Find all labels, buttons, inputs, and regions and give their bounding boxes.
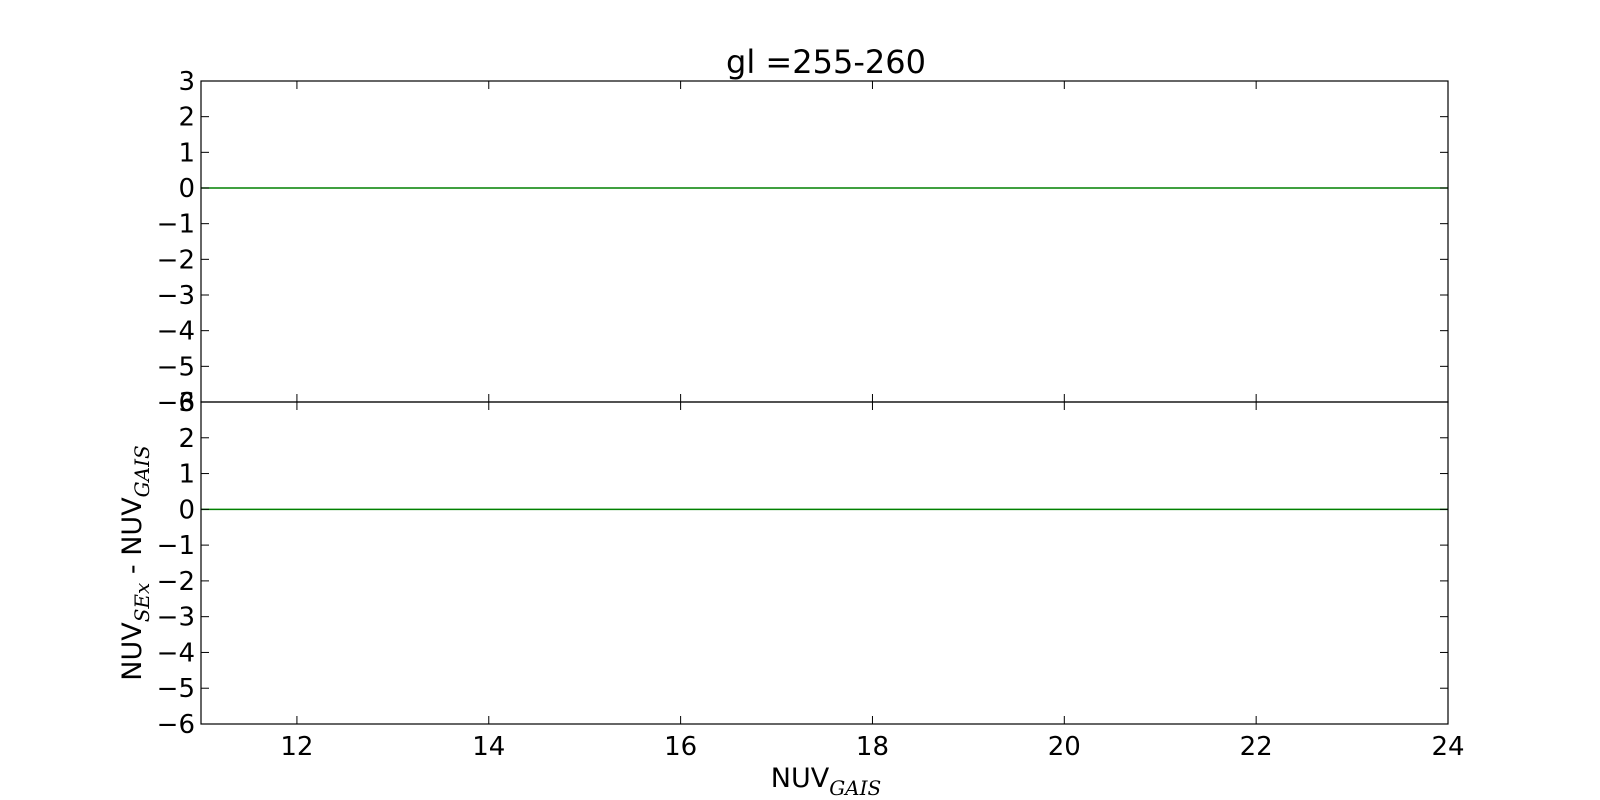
top-ytick-label-8: −5 (157, 352, 195, 382)
x-axis-label: NUVGAIS (771, 763, 881, 800)
bottom-panel: 3 2 1 0 −1 −2 −3 −4 −5 −6 (157, 388, 1449, 740)
bottom-ytick-label-0: 3 (178, 388, 195, 418)
y-axis-label-sub1: SEx (130, 583, 154, 623)
bottom-ytick-label-6: −3 (157, 603, 195, 633)
top-ytick-label-7: −4 (157, 317, 195, 347)
y-axis-label-main2: NUV (117, 497, 148, 556)
xtick-label-2: 16 (664, 732, 697, 762)
top-ytick-label-0: 3 (178, 67, 195, 97)
x-axis-label-sub: GAIS (829, 776, 881, 800)
top-ytick-label-4: −1 (157, 210, 195, 240)
xtick-label-5: 22 (1240, 732, 1273, 762)
y-axis-label: NUVSEx - NUVGAIS (117, 445, 154, 680)
xtick-label-1: 14 (472, 732, 505, 762)
y-axis-label-main1: NUV (117, 622, 148, 681)
top-ytick-label-3: 0 (178, 174, 195, 204)
bottom-ytick-label-7: −4 (157, 638, 195, 668)
top-ytick-label-5: −2 (157, 245, 195, 275)
bottom-ytick-label-5: −2 (157, 567, 195, 597)
top-ytick-label-9: −6 (157, 388, 195, 418)
top-ytick-label-1: 2 (178, 103, 195, 133)
xtick-label-3: 18 (856, 732, 889, 762)
top-ytick-label-6: −3 (157, 281, 195, 311)
x-axis-label-main: NUV (771, 763, 830, 794)
bottom-ytick-label-1: 2 (178, 424, 195, 454)
bottom-ytick-label-2: 1 (178, 460, 195, 490)
top-ytick-label-2: 1 (178, 138, 195, 168)
xtick-label-4: 20 (1048, 732, 1081, 762)
xtick-label-6: 24 (1431, 732, 1464, 762)
y-axis-label-sep: - (117, 556, 148, 583)
y-axis-label-sub2: GAIS (130, 445, 154, 497)
bottom-ytick-label-8: −5 (157, 674, 195, 704)
x-tick-labels: 12 14 16 18 20 22 24 (280, 732, 1464, 762)
xtick-label-0: 12 (280, 732, 313, 762)
top-panel: 3 2 1 0 −1 −2 −3 −4 −5 −6 (157, 67, 1449, 418)
chart-title: gl =255-260 (726, 43, 926, 81)
bottom-axes-frame (200, 401, 1449, 725)
bottom-ytick-label-4: −1 (157, 531, 195, 561)
bottom-ytick-label-3: 0 (178, 495, 195, 525)
bottom-ytick-label-9: −6 (157, 710, 195, 740)
top-axes-frame (200, 80, 1449, 403)
